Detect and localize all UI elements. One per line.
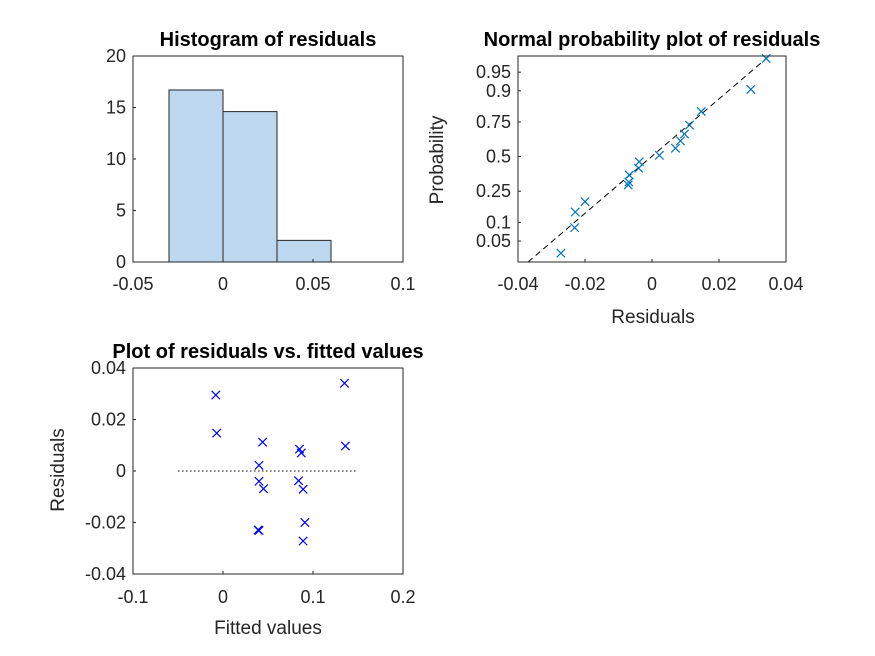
x-tick-label: 0 xyxy=(647,274,657,294)
x-tick-label: 0.04 xyxy=(768,274,803,294)
residual-marker xyxy=(569,223,580,233)
histogram-bar xyxy=(276,239,332,263)
x-tick-label: 0.1 xyxy=(390,274,415,294)
residual-marker xyxy=(556,248,566,258)
x-tick-label: 0 xyxy=(218,587,228,607)
histogram-bars xyxy=(168,89,332,263)
residual-marker xyxy=(258,484,269,494)
normal-probability-xlabel: Residuals xyxy=(611,307,694,328)
residual-marker xyxy=(634,157,644,167)
residual-marker xyxy=(254,525,264,536)
y-tick-label: 15 xyxy=(106,98,126,118)
y-tick-label: 0.1 xyxy=(486,212,511,232)
y-tick-label: -0.02 xyxy=(85,513,126,533)
residual-marker xyxy=(684,120,695,130)
residual-marker xyxy=(675,136,686,146)
residual-marker xyxy=(298,536,308,546)
y-tick-label: 10 xyxy=(106,149,126,169)
y-tick-label: 0.9 xyxy=(486,81,511,101)
y-tick-label: 0.04 xyxy=(91,358,126,378)
residuals-vs-fitted-panel: Plot of residuals vs. fitted values -0.1… xyxy=(48,341,424,639)
residual-marker xyxy=(670,143,681,153)
residual-marker xyxy=(211,390,221,400)
residual-marker xyxy=(340,441,351,451)
y-tick-label: 0.5 xyxy=(486,147,511,167)
x-tick-label: 0.02 xyxy=(701,274,736,294)
x-tick-label: 0.05 xyxy=(295,274,330,294)
histogram-title: Histogram of residuals xyxy=(160,29,377,51)
histogram-bar xyxy=(168,89,224,263)
residual-marker xyxy=(254,460,264,470)
y-tick-label: 0.95 xyxy=(476,62,511,82)
y-tick-label: 0.75 xyxy=(476,112,511,132)
y-tick-label: 0.02 xyxy=(91,410,126,430)
normal-probability-markers xyxy=(527,53,771,263)
residual-marker xyxy=(339,378,350,388)
x-tick-label: -0.02 xyxy=(564,274,605,294)
residuals-vs-fitted-xlabel: Fitted values xyxy=(214,618,322,639)
residuals-vs-fitted-axes-box xyxy=(132,367,404,575)
residual-marker xyxy=(298,484,308,494)
y-tick-label: -0.04 xyxy=(85,564,126,584)
residual-marker xyxy=(654,150,664,160)
histogram-bar xyxy=(222,111,278,263)
normal-probability-panel: Normal probability plot of residuals -0.… xyxy=(427,29,820,328)
residual-marker xyxy=(696,106,706,117)
reference-line xyxy=(527,55,770,263)
residual-marker xyxy=(580,197,590,207)
x-tick-label: -0.05 xyxy=(112,274,153,294)
y-tick-label: 0 xyxy=(116,252,126,272)
x-tick-label: 0.2 xyxy=(390,587,415,607)
x-tick-label: 0.1 xyxy=(300,587,325,607)
normal-probability-ticks: -0.04 -0.02 0 0.02 0.04 0.050.1 0.25 0.5 0.75 0.9… xyxy=(476,62,804,294)
residual-marker xyxy=(746,84,756,94)
x-tick-label: -0.1 xyxy=(117,587,148,607)
residual-marker xyxy=(296,448,306,458)
residual-marker xyxy=(212,428,222,438)
histogram-panel: Histogram of residuals -0.05 0 0.05 0.10510… xyxy=(106,29,416,294)
residuals-vs-fitted-markers xyxy=(178,378,358,546)
y-tick-label: 5 xyxy=(116,201,126,221)
residual-marker xyxy=(257,437,268,447)
y-tick-label: 0 xyxy=(116,461,126,481)
y-tick-label: 0.25 xyxy=(476,181,511,201)
residual-marker xyxy=(624,170,634,180)
x-tick-label: -0.04 xyxy=(497,274,538,294)
residual-marker xyxy=(254,476,264,486)
y-tick-label: 0.05 xyxy=(476,231,511,251)
normal-probability-ylabel: Probability xyxy=(427,115,448,204)
residual-marker xyxy=(679,129,690,139)
residuals-vs-fitted-title: Plot of residuals vs. fitted values xyxy=(112,341,423,363)
x-tick-label: 0 xyxy=(218,274,228,294)
residual-marker xyxy=(570,207,580,217)
residual-marker xyxy=(300,517,310,528)
residuals-vs-fitted-ticks: -0.1 0 0.1 0.2 -0.04 -0.02 0 0.02 0.04 xyxy=(85,358,416,607)
y-tick-label: 20 xyxy=(106,46,126,66)
residual-marker xyxy=(623,180,633,190)
residual-marker xyxy=(624,177,634,187)
residual-marker xyxy=(293,476,304,486)
residuals-vs-fitted-ylabel: Residuals xyxy=(48,428,69,511)
normal-probability-axes-box xyxy=(517,55,787,263)
normal-probability-title: Normal probability plot of residuals xyxy=(484,29,821,51)
